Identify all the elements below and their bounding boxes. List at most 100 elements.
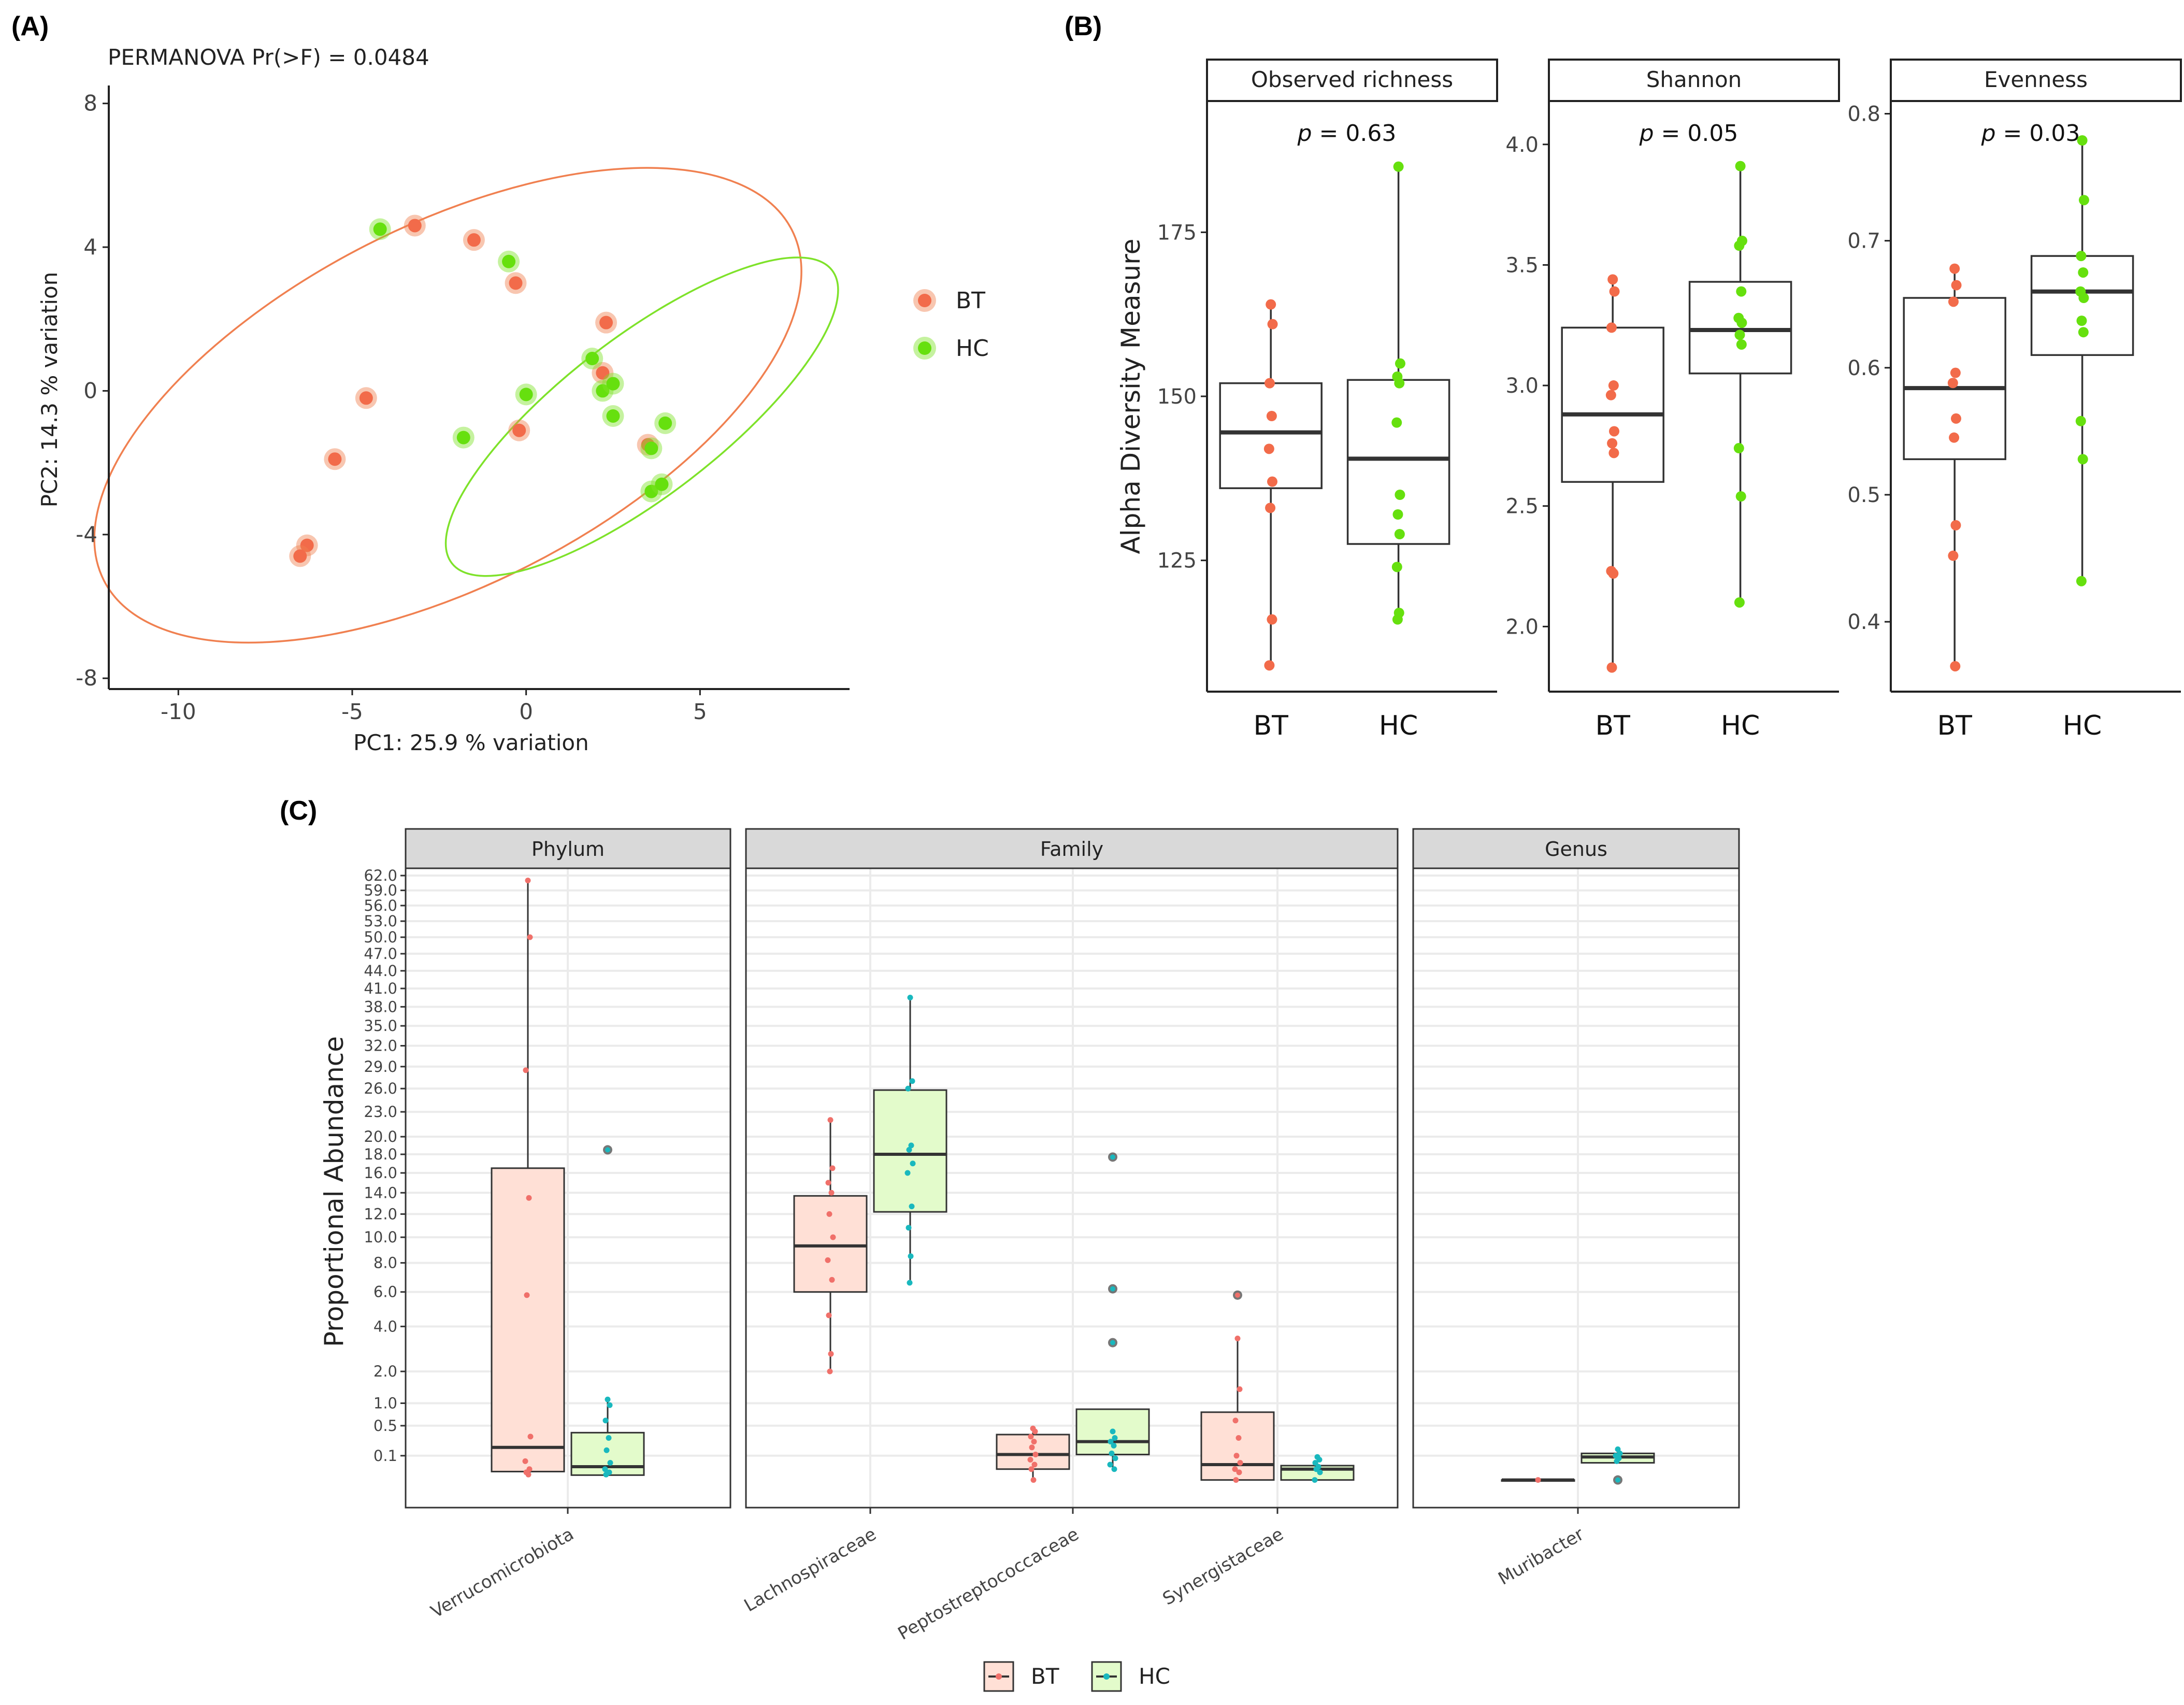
b-point-bt <box>1606 662 1617 673</box>
c-point-bt <box>1236 1469 1242 1475</box>
c-point-hc <box>904 1170 911 1176</box>
b-x-tick-label: BT <box>1595 710 1630 741</box>
c-y-tick-label: 26.0 <box>364 1080 397 1097</box>
a-point-bt <box>596 366 610 380</box>
a-point-hc <box>585 352 599 366</box>
a-point-hc <box>644 484 658 498</box>
a-point-hc <box>502 254 516 268</box>
b-point-bt <box>1267 614 1277 625</box>
c-point-bt <box>1235 1435 1242 1441</box>
c-point-bt <box>1028 1466 1034 1472</box>
b-point-bt <box>1951 413 1961 424</box>
b-facet-strip <box>1890 59 2182 102</box>
c-point-bt <box>527 934 533 940</box>
a-y-axis-label: PC2: 14.3 % variation <box>37 272 62 508</box>
c-outlier-dot-hc <box>1615 1477 1620 1483</box>
c-facet-strip <box>745 828 1399 869</box>
a-axes: -10 -5 0 5 -8 -4 0 4 8 <box>76 85 850 724</box>
a-point-bt <box>328 452 342 466</box>
b-y-tick-label: 125 <box>1157 549 1197 573</box>
a-point-hc <box>655 477 669 491</box>
c-point-bt <box>1237 1386 1243 1392</box>
a-points <box>289 214 677 567</box>
b-point-bt <box>1949 263 1960 274</box>
c-y-tick-label: 35.0 <box>364 1017 397 1035</box>
c-point-bt <box>1032 1452 1039 1458</box>
b-point-bt <box>1948 550 1959 561</box>
c-point-bt <box>828 1351 834 1357</box>
b-p-symbol: p <box>1297 120 1319 147</box>
b-point-hc <box>2078 267 2089 278</box>
c-point-hc <box>603 1471 609 1478</box>
c-point-bt <box>825 1257 831 1263</box>
b-point-bt <box>1267 319 1278 329</box>
b-point-hc <box>2076 316 2087 326</box>
b-p-number: = 0.03 <box>2003 120 2080 147</box>
b-point-hc <box>1392 509 1403 520</box>
b-x-tick-label: BT <box>1937 710 1972 741</box>
c-facet-strip-label: Phylum <box>531 838 605 861</box>
c-legend-hc-label: HC <box>1139 1664 1170 1689</box>
c-point-bt <box>523 1067 529 1073</box>
b-x-tick-label: HC <box>1721 710 1760 741</box>
c-point-hc <box>1312 1460 1318 1466</box>
a-point-bt <box>300 538 314 552</box>
c-y-tick-label: 0.5 <box>373 1417 397 1435</box>
c-outlier-dot-bt <box>1235 1292 1240 1298</box>
c-y-tick-label: 20.0 <box>364 1128 397 1145</box>
panel-b-label: (B) <box>1065 11 1102 41</box>
c-point-hc <box>907 1280 913 1286</box>
b-point-hc <box>1395 490 1405 500</box>
c-point-bt <box>1232 1466 1238 1472</box>
c-y-tick-label: 1.0 <box>373 1394 397 1412</box>
b-point-hc <box>2076 251 2087 262</box>
c-y-tick-label: 29.0 <box>364 1058 397 1076</box>
c-point-bt <box>527 1434 534 1440</box>
b-point-bt <box>1950 661 1961 671</box>
b-point-bt <box>1949 432 1960 443</box>
b-point-bt <box>1609 286 1620 297</box>
c-point-bt <box>522 1458 528 1464</box>
c-y-tick-label: 56.0 <box>364 897 397 914</box>
a-legend-bt-key-dot <box>918 294 931 307</box>
b-point-bt <box>1608 568 1619 579</box>
b-point-hc <box>2078 195 2089 206</box>
c-x-tick-label: Lachnospiraceae <box>741 1524 880 1616</box>
c-point-hc <box>908 1253 914 1259</box>
b-point-bt <box>1263 443 1274 454</box>
b-point-hc <box>1734 240 1745 251</box>
c-point-hc <box>1614 1458 1620 1464</box>
c-point-bt <box>525 877 531 883</box>
c-point-bt <box>1233 1453 1240 1459</box>
c-point-bt <box>1233 1477 1239 1483</box>
b-p-number: = 0.63 <box>1319 120 1397 147</box>
b-y-tick-label: 0.5 <box>1847 483 1880 507</box>
b-y-tick-label: 0.7 <box>1847 230 1880 253</box>
a-point-hc <box>519 388 533 402</box>
a-ellipses <box>93 167 839 644</box>
b-facet-3: Evenness 0.4 0.5 0.6 0.7 0.8 p = 0.03 BT HC <box>1847 59 2182 741</box>
b-facet-2: Shannon 2.0 2.5 3.0 3.5 4.0 p = 0.05 BT HC <box>1505 59 1840 741</box>
c-y-tick-label: 53.0 <box>364 912 397 930</box>
c-point-bt <box>827 1368 833 1374</box>
a-x-axis-label: PC1: 25.9 % variation <box>353 730 589 755</box>
c-point-hc <box>905 1085 911 1092</box>
c-y-tick-label: 10.0 <box>364 1228 397 1246</box>
c-y-tick-label: 23.0 <box>364 1103 397 1121</box>
c-point-bt <box>1234 1335 1241 1341</box>
b-point-hc <box>1392 614 1403 625</box>
b-point-hc <box>1736 286 1747 297</box>
c-y-tick-label: 50.0 <box>364 928 397 946</box>
c-x-tick-label: Synergistaceae <box>1159 1524 1287 1610</box>
b-y-tick-label: 4.0 <box>1505 133 1539 157</box>
b-p-value: p = 0.03 <box>1981 120 2080 147</box>
c-y-tick-label: 16.0 <box>364 1164 397 1182</box>
a-point-bt <box>509 276 523 290</box>
c-point-hc <box>906 1225 912 1231</box>
c-y-tick-label: 12.0 <box>364 1205 397 1223</box>
b-y-axis-label: Alpha Diversity Measure <box>1116 239 1146 554</box>
b-y-tick-label: 2.0 <box>1505 615 1539 639</box>
a-point-hc <box>658 416 672 430</box>
c-point-bt <box>1535 1477 1541 1483</box>
b-point-hc <box>1394 529 1405 539</box>
